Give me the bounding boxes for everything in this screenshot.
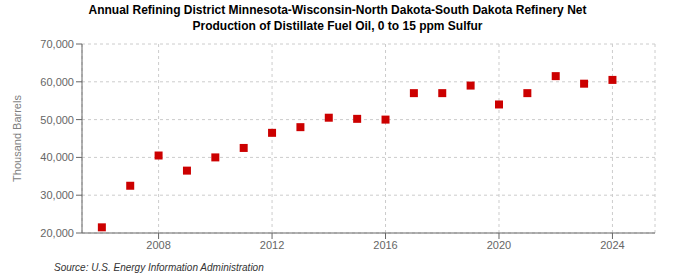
html-text:Annual Refining District Minne: Annual Refining District Minnesota-Wisco…	[88, 3, 587, 17]
svg-text:40,000: 40,000	[40, 151, 74, 163]
svg-text:Thousand Barrels: Thousand Barrels	[11, 95, 23, 182]
html-text:Source: U.S. Energy Informatio: Source: U.S. Energy Information Administ…	[54, 262, 264, 273]
svg-text:60,000: 60,000	[40, 76, 74, 88]
svg-text:2008: 2008	[146, 239, 170, 251]
html-text:Production of Distillate Fuel: Production of Distillate Fuel Oil, 0 to …	[192, 19, 483, 33]
svg-text:2016: 2016	[373, 239, 397, 251]
svg-text:2020: 2020	[487, 239, 511, 251]
svg-text:70,000: 70,000	[40, 38, 74, 50]
svg-text:2024: 2024	[600, 239, 624, 251]
svg-text:30,000: 30,000	[40, 189, 74, 201]
svg-text:50,000: 50,000	[40, 114, 74, 126]
svg-text:2012: 2012	[260, 239, 284, 251]
svg-text:20,000: 20,000	[40, 227, 74, 239]
